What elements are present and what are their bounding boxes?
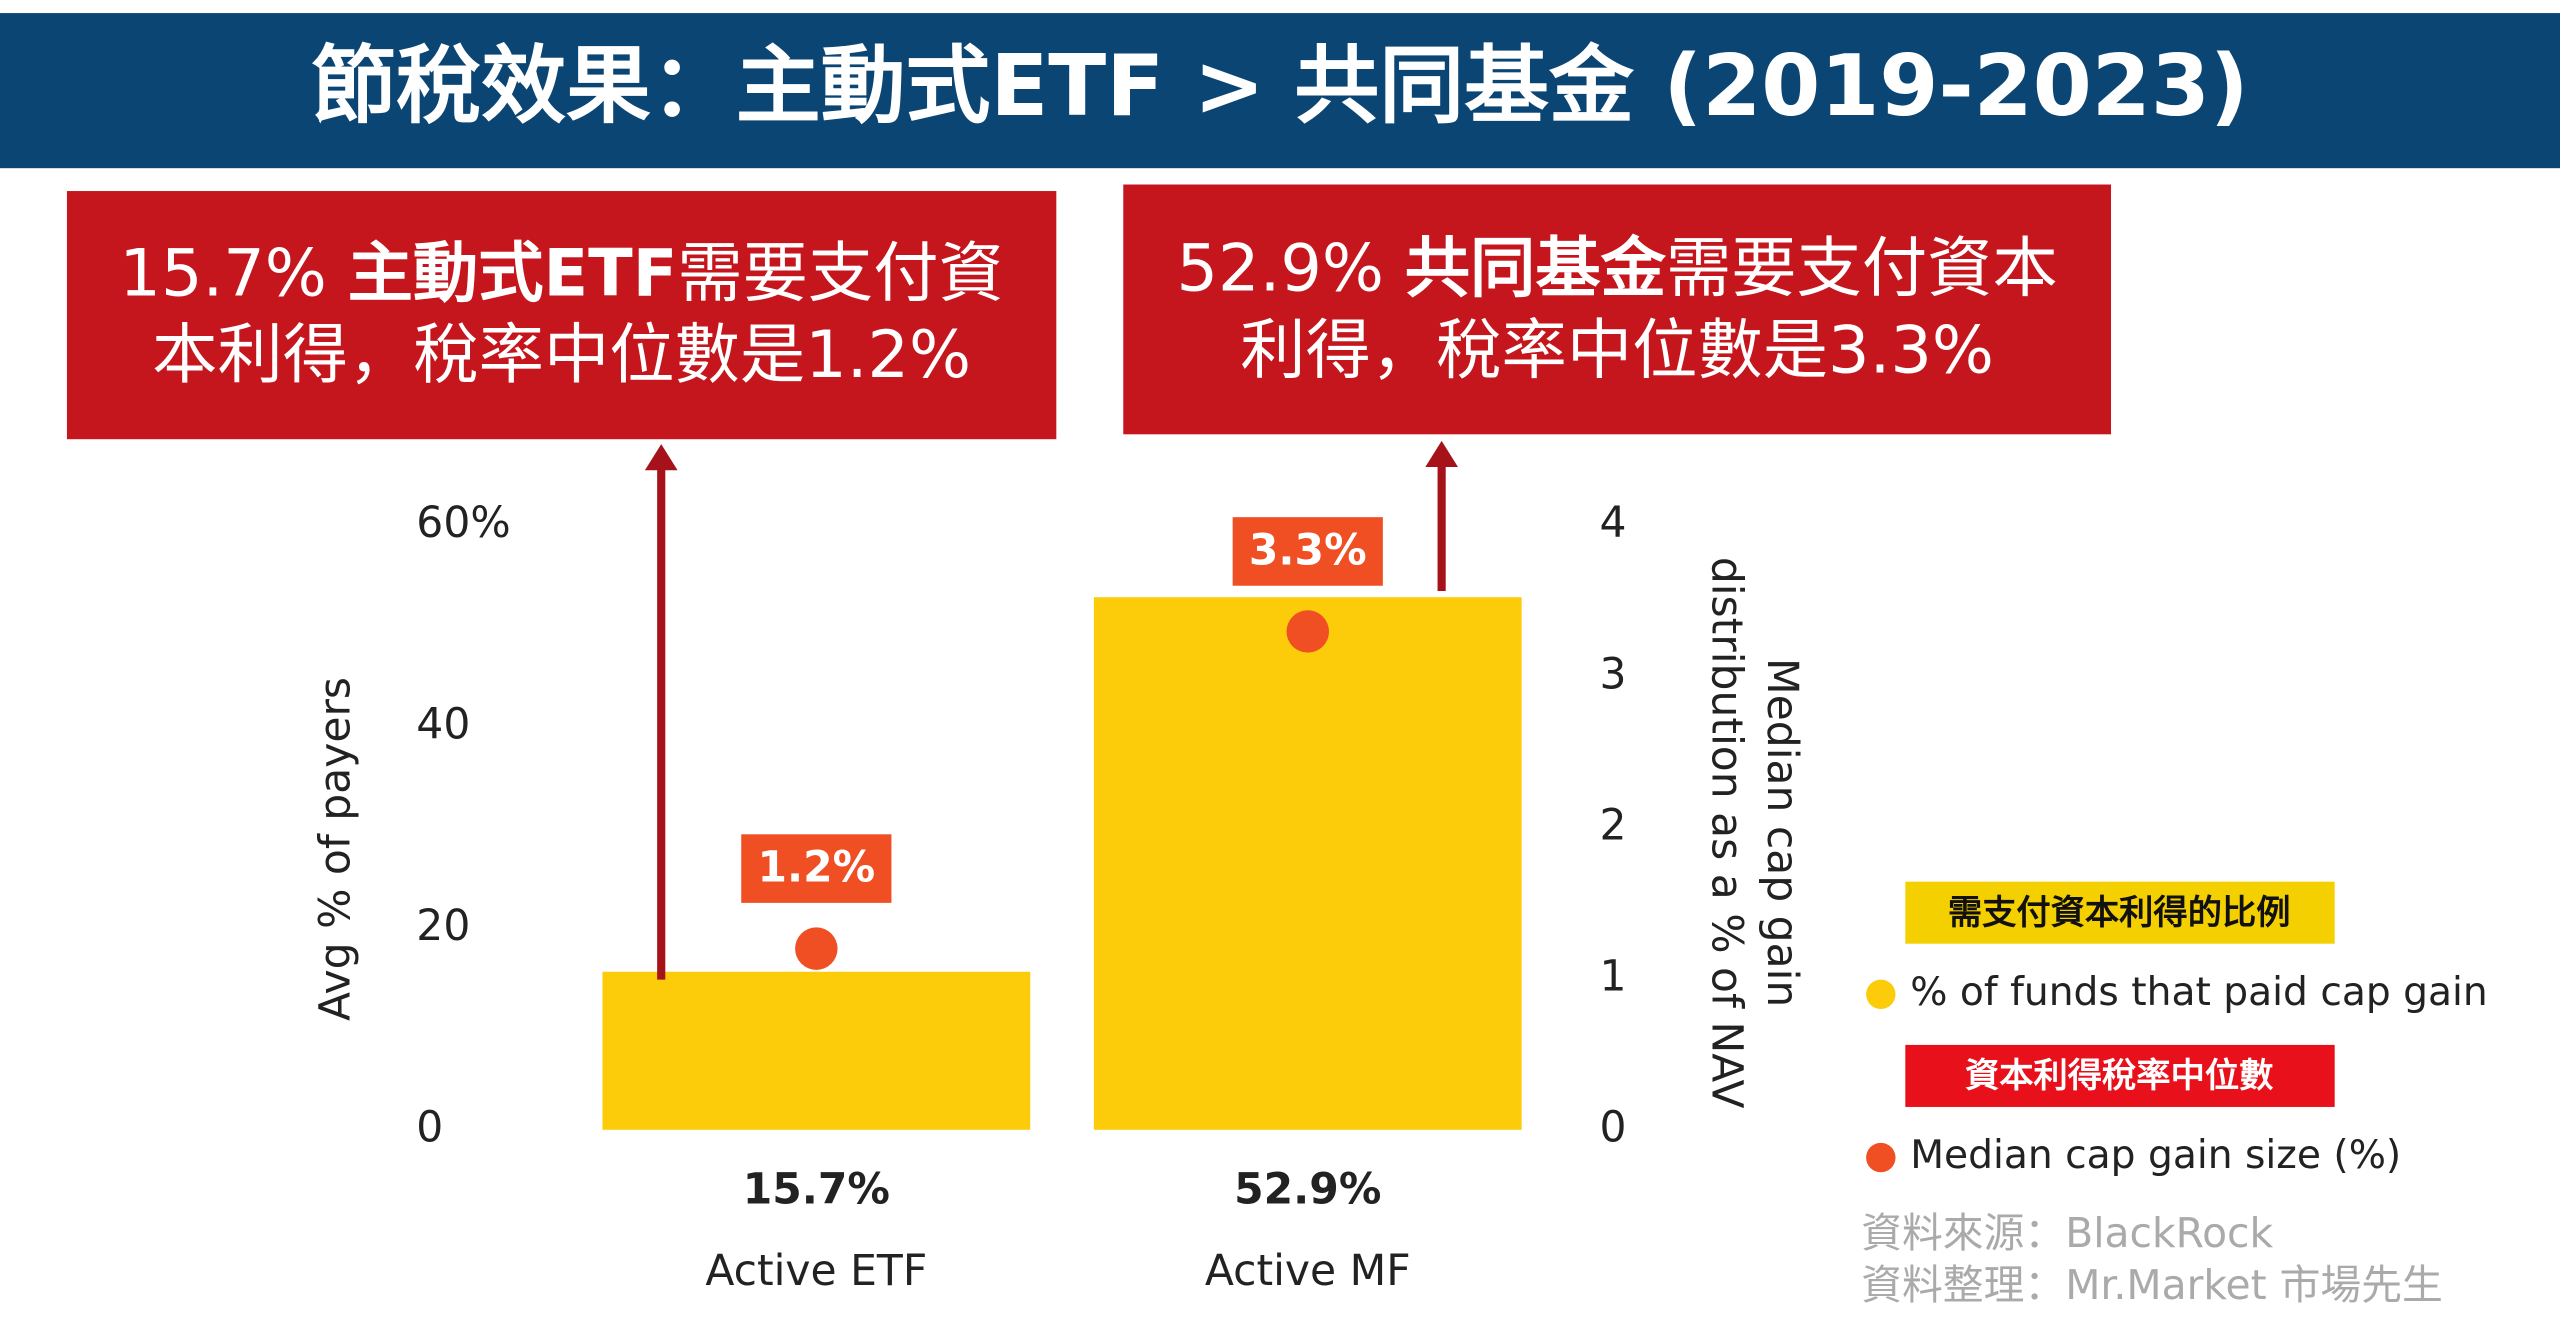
- header-band: [0, 13, 2560, 169]
- y-axis-label: Avg % of payers: [311, 677, 360, 1021]
- callout-box: [1123, 184, 2112, 435]
- callout-text: 52.9% 共同基金需要支付資本利得，稅率中位數是3.3%: [1123, 185, 2111, 435]
- x-tick-label: Active MF: [1205, 1247, 1411, 1296]
- legend-header-box: [1905, 1044, 2335, 1107]
- title: 節稅效果：主動式ETF > 共同基金 (2019-2023): [311, 37, 2248, 136]
- dot-label: 1.2%: [757, 844, 875, 893]
- y2-axis-label: Median cap gain: [1757, 658, 1806, 1007]
- dot-label-box: [741, 834, 892, 903]
- y2-tick-label: 0: [1600, 1103, 1627, 1152]
- legend-marker: [1866, 979, 1896, 1009]
- callout-suffix: 需要支付資本利得，稅率中位數是3.3%: [1240, 231, 2058, 388]
- callout-suffix: 需要支付資本利得，稅率中位數是1.2%: [152, 236, 1004, 394]
- bar-value-label: 15.7%: [743, 1165, 890, 1214]
- y-tick-label: 0: [416, 1103, 443, 1152]
- legend-header-box: [1905, 881, 2335, 944]
- dot-label: 3.3%: [1249, 527, 1367, 576]
- callout-bold: 共同基金: [1404, 231, 1666, 307]
- y-tick-label: 20: [416, 902, 470, 951]
- legend-label: Median cap gain size (%): [1910, 1133, 2401, 1178]
- bar: [602, 971, 1031, 1130]
- callout: 52.9% 共同基金需要支付資本利得，稅率中位數是3.3%: [1123, 185, 2111, 435]
- y2-axis-label: distribution as a % of NAV: [1702, 557, 1751, 1109]
- callout-prefix: 52.9%: [1176, 231, 1405, 307]
- dot-label-box: [1232, 517, 1383, 586]
- arrow-head: [1425, 440, 1458, 467]
- callout: 15.7% 主動式ETF需要支付資本利得，稅率中位數是1.2%: [67, 191, 1056, 439]
- x-tick-label: Active ETF: [705, 1247, 927, 1296]
- callout-text: 15.7% 主動式ETF需要支付資本利得，稅率中位數是1.2%: [67, 191, 1056, 439]
- bar-value-label: 52.9%: [1234, 1165, 1381, 1214]
- y2-tick-label: 1: [1600, 952, 1627, 1001]
- callout-bold: 主動式ETF: [347, 236, 678, 312]
- y2-tick-label: 4: [1600, 499, 1627, 548]
- source: 資料整理：Mr.Market 市場先生: [1861, 1261, 2443, 1309]
- legend-label: % of funds that paid cap gain: [1910, 970, 2488, 1015]
- y2-tick-label: 2: [1600, 801, 1627, 850]
- source: 資料來源：BlackRock: [1861, 1209, 2273, 1257]
- legend-marker: [1866, 1142, 1896, 1173]
- legend-header: 資本利得稅率中位數: [1965, 1056, 2274, 1096]
- y2-tick-label: 3: [1600, 650, 1627, 699]
- dot: [795, 927, 838, 970]
- chart: 0 20 40 60% 0 1 2 3 4 Avg % of payers Median cap g…: [311, 440, 2488, 1296]
- y-tick-label: 60%: [416, 499, 510, 548]
- legend-header: 需支付資本利得的比例: [1948, 893, 2291, 933]
- callout-prefix: 15.7%: [119, 236, 348, 312]
- callout-box: [66, 191, 1057, 440]
- arrow-head: [644, 444, 678, 471]
- dot: [1286, 610, 1329, 653]
- y-tick-label: 40: [416, 701, 470, 750]
- bar: [1093, 597, 1522, 1130]
